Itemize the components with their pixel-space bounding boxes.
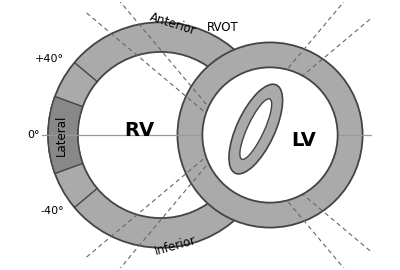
Circle shape xyxy=(178,42,362,228)
Text: +40°: +40° xyxy=(35,54,64,64)
Circle shape xyxy=(202,67,338,203)
Text: RVOT: RVOT xyxy=(207,21,238,34)
Circle shape xyxy=(78,52,244,218)
Text: 0°: 0° xyxy=(27,130,40,140)
Ellipse shape xyxy=(240,99,272,159)
Polygon shape xyxy=(48,96,83,174)
Text: Anterior: Anterior xyxy=(148,11,198,38)
Text: RV: RV xyxy=(124,121,154,140)
Circle shape xyxy=(48,22,274,248)
Text: Lateral: Lateral xyxy=(55,114,68,156)
Text: Inferior: Inferior xyxy=(153,234,198,258)
Ellipse shape xyxy=(229,84,282,174)
Text: LV: LV xyxy=(291,131,316,150)
Text: -40°: -40° xyxy=(40,206,64,216)
